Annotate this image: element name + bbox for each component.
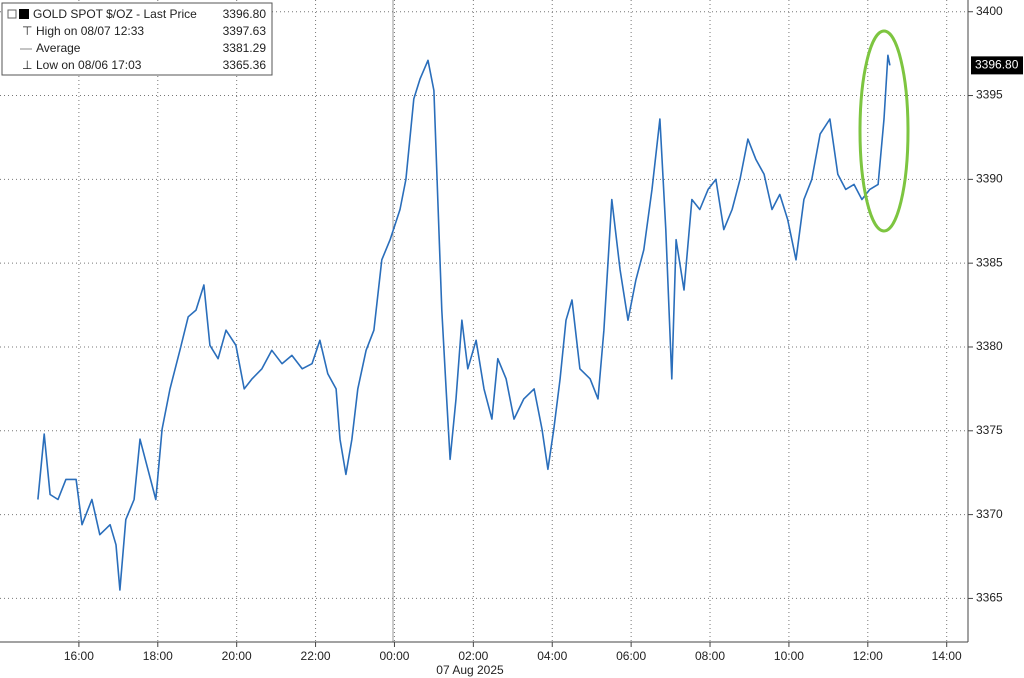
x-tick-label: 16:00 [64, 649, 94, 663]
legend-swatch [19, 9, 29, 19]
price-line [37, 54, 891, 591]
x-tick-label: 12:00 [853, 649, 883, 663]
y-tick-label: 3370 [976, 507, 1003, 521]
y-tick-label: 3390 [976, 172, 1003, 186]
x-tick-label: 08:00 [695, 649, 725, 663]
legend-label: High on 08/07 12:33 [36, 24, 144, 38]
legend-label: GOLD SPOT $/OZ - Last Price [33, 7, 197, 21]
x-tick-label: 20:00 [222, 649, 252, 663]
legend-box [1, 2, 273, 76]
y-tick-label: 3365 [976, 591, 1003, 605]
y-tick-label: 3385 [976, 255, 1003, 269]
y-tick-label: 3375 [976, 423, 1003, 437]
legend-value: 3381.29 [223, 41, 267, 55]
x-tick-label: 06:00 [616, 649, 646, 663]
x-tick-label: 18:00 [143, 649, 173, 663]
legend-label: Average [36, 41, 81, 55]
x-tick-label: 14:00 [932, 649, 962, 663]
last-price-tag [971, 56, 1023, 75]
legend-icon: ⊥ [22, 58, 32, 72]
last-price-label: 3396.80 [975, 58, 1019, 72]
y-tick-label: 3395 [976, 88, 1003, 102]
legend-icon: ⊤ [22, 24, 32, 38]
legend-value: 3397.63 [223, 24, 267, 38]
y-tick-label: 3380 [976, 339, 1003, 353]
y-tick-label: 3400 [976, 4, 1003, 18]
x-tick-label: 00:00 [379, 649, 409, 663]
legend: GOLD SPOT $/OZ - Last Price 3396.80 ⊤ Hi… [1, 2, 273, 76]
x-tick-label: 04:00 [537, 649, 567, 663]
highlight-ellipse [858, 29, 910, 233]
x-tick-label: 10:00 [774, 649, 804, 663]
legend-value: 3365.36 [223, 58, 267, 72]
legend-value: 3396.80 [223, 7, 267, 21]
x-tick-label: 02:00 [458, 649, 488, 663]
x-tick-label: 22:00 [301, 649, 331, 663]
legend-toggle [7, 9, 17, 19]
date-label: 07 Aug 2025 [436, 663, 504, 677]
plot-area [0, 0, 968, 642]
legend-label: Low on 08/06 17:03 [36, 58, 142, 72]
